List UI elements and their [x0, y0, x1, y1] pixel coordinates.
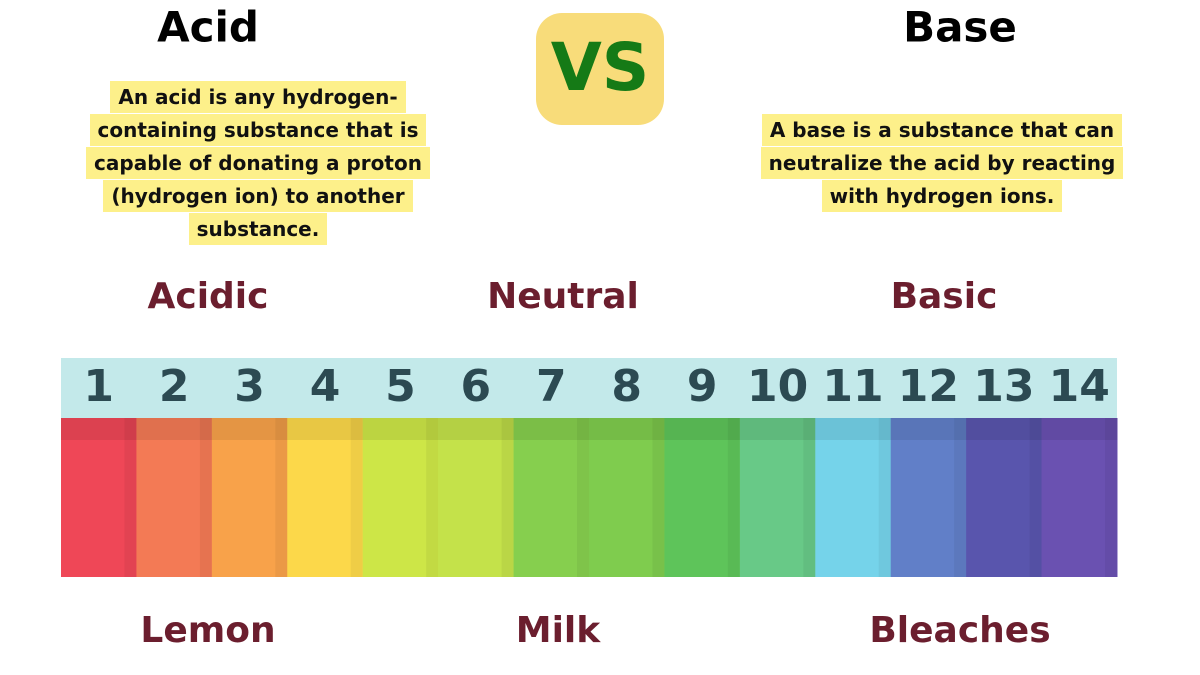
- ph-bar-shade: [136, 418, 213, 440]
- ph-bar-edge: [652, 418, 665, 577]
- base-title: Base: [903, 3, 1017, 52]
- ph-bar-edge: [1029, 418, 1042, 577]
- ph-number: 3: [234, 361, 265, 412]
- ph-bar: [136, 418, 213, 577]
- vs-text: VS: [551, 29, 650, 106]
- ph-bar-edge: [727, 418, 740, 577]
- ph-bar-shade: [513, 418, 590, 440]
- description-line: capable of donating a proton: [8, 147, 508, 180]
- ph-bar: [287, 418, 364, 577]
- ph-bar-edge: [275, 418, 288, 577]
- ph-bar: [664, 418, 741, 577]
- vs-badge: [536, 13, 664, 125]
- highlighted-text: An acid is any hydrogen-: [110, 81, 406, 113]
- ph-bar: [739, 418, 816, 577]
- ph-scale: 1 2 3 4 5 6 7 8 9 10 11 12 13 14: [61, 361, 1118, 577]
- ph-bar-shade: [362, 418, 439, 440]
- highlighted-text: capable of donating a proton: [86, 147, 430, 179]
- ph-bar-shade: [211, 418, 288, 440]
- ph-bar-shade: [287, 418, 364, 440]
- ph-bar: [815, 418, 892, 577]
- ph-number: 5: [385, 361, 416, 412]
- ph-number: 14: [1049, 361, 1110, 412]
- description-line: with hydrogen ions.: [692, 180, 1192, 213]
- ph-bar-shade: [1041, 418, 1118, 440]
- ph-number: 8: [611, 361, 642, 412]
- ph-bar-edge: [878, 418, 891, 577]
- ph-bar-edge: [350, 418, 363, 577]
- example-label: Lemon: [140, 610, 275, 651]
- ph-bar: [1041, 418, 1118, 577]
- ph-number: 10: [747, 361, 808, 412]
- description-line: (hydrogen ion) to another: [8, 180, 508, 213]
- description-line: A base is a substance that can: [692, 114, 1192, 147]
- ph-number: 4: [310, 361, 341, 412]
- ph-bar-shade: [61, 418, 137, 440]
- description-line: neutralize the acid by reacting: [692, 147, 1192, 180]
- base-description: A base is a substance that can neutralize…: [692, 114, 1192, 213]
- ph-bar: [61, 418, 137, 577]
- ph-bar: [890, 418, 967, 577]
- ph-bar-edge: [124, 418, 137, 577]
- ph-bar-edge: [501, 418, 514, 577]
- acid-description: An acid is any hydrogen-containing subst…: [8, 81, 508, 246]
- ph-bar: [513, 418, 590, 577]
- ph-bar-edge: [577, 418, 589, 577]
- example-label: Bleaches: [869, 610, 1050, 651]
- ph-bar-edge: [803, 418, 816, 577]
- ph-number: 11: [822, 361, 883, 412]
- highlighted-text: neutralize the acid by reacting: [760, 147, 1124, 179]
- highlighted-text: (hydrogen ion) to another: [103, 180, 413, 212]
- ph-bar: [211, 418, 288, 577]
- scale-label: Neutral: [487, 276, 639, 317]
- ph-bar-shade: [589, 418, 665, 440]
- example-label: Milk: [516, 610, 602, 651]
- highlighted-text: A base is a substance that can: [761, 114, 1123, 146]
- ph-bar-shade: [664, 418, 741, 440]
- acid-title: Acid: [157, 3, 259, 52]
- description-line: containing substance that is: [8, 114, 508, 147]
- ph-bar-edge: [1105, 418, 1117, 577]
- ph-number: 13: [973, 361, 1034, 412]
- ph-number: 2: [159, 361, 190, 412]
- ph-number: 12: [898, 361, 959, 412]
- ph-bar-shade: [890, 418, 967, 440]
- ph-bar-shade: [739, 418, 816, 440]
- ph-bar-edge: [954, 418, 967, 577]
- highlighted-text: containing substance that is: [89, 114, 427, 146]
- ph-bar-edge: [426, 418, 439, 577]
- ph-number: 6: [461, 361, 492, 412]
- highlighted-text: with hydrogen ions.: [821, 180, 1063, 212]
- description-line: An acid is any hydrogen-: [8, 81, 508, 114]
- ph-bar-shade: [966, 418, 1043, 440]
- ph-bar-shade: [438, 418, 515, 440]
- description-line: substance.: [8, 213, 508, 246]
- scale-label: Basic: [891, 276, 998, 317]
- ph-number: 1: [83, 361, 114, 412]
- scale-labels: Acidic Neutral Basic Lemon Milk Bleaches: [140, 276, 1050, 651]
- scale-label: Acidic: [148, 276, 269, 317]
- ph-bar-shade: [815, 418, 892, 440]
- ph-bar-edge: [199, 418, 212, 577]
- highlighted-text: substance.: [188, 213, 328, 245]
- ph-number: 9: [687, 361, 718, 412]
- ph-bar: [966, 418, 1043, 577]
- ph-number: 7: [536, 361, 567, 412]
- number-band: [61, 358, 1117, 418]
- ph-bar: [438, 418, 515, 577]
- ph-bar: [362, 418, 439, 577]
- ph-bar: [589, 418, 665, 577]
